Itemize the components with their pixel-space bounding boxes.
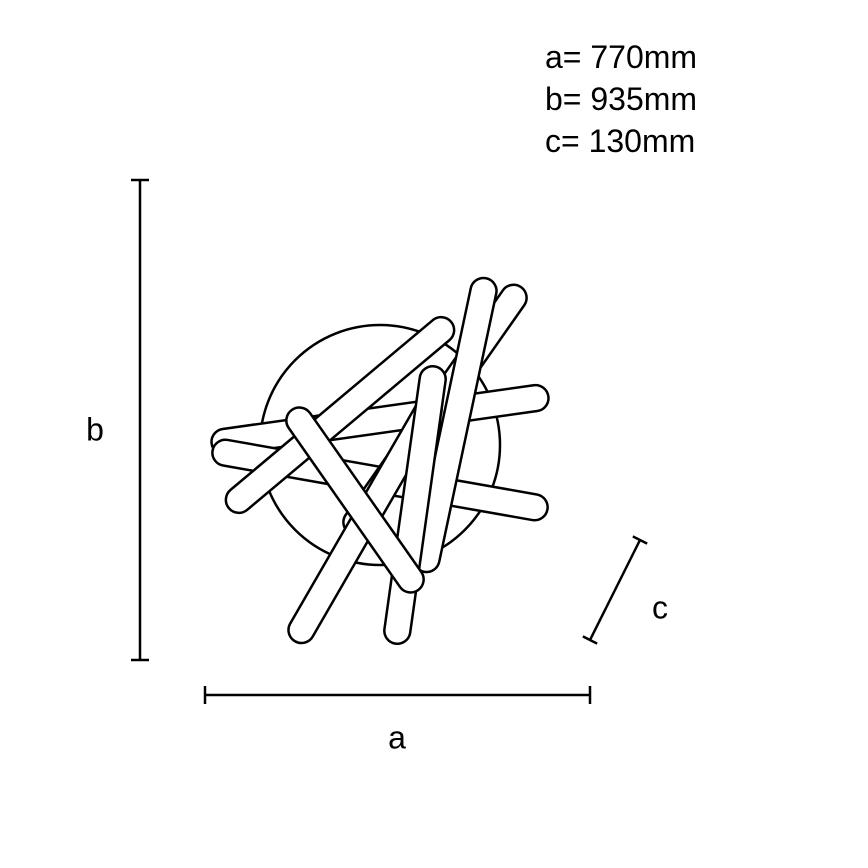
- technical-drawing: a b c a= 770mm b= 935mm c= 130mm: [0, 0, 868, 868]
- legend-item: a= 770mm: [545, 39, 697, 75]
- legend-item: c= 130mm: [545, 123, 695, 159]
- legend-item: b= 935mm: [545, 81, 697, 117]
- legend: a= 770mm b= 935mm c= 130mm: [545, 39, 697, 159]
- dim-label: a: [388, 719, 406, 755]
- dim-label: c: [652, 589, 668, 625]
- dim-label: b: [86, 411, 104, 447]
